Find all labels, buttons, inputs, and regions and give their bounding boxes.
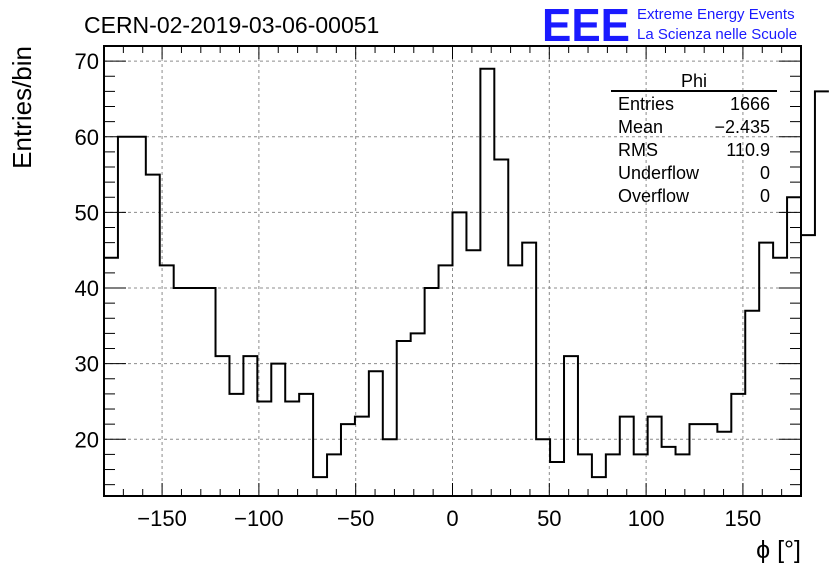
x-tick-label: −50: [337, 506, 374, 531]
histogram-bin: [271, 364, 285, 496]
histogram-bin: [745, 311, 759, 496]
histogram-bin: [327, 454, 341, 496]
histogram-bin: [313, 477, 327, 496]
stats-box-title: Phi: [681, 71, 707, 91]
histogram-bin: [118, 137, 132, 496]
y-tick-label: 60: [75, 125, 99, 150]
x-tick-label: −100: [234, 506, 284, 531]
y-tick-label: 30: [75, 352, 99, 377]
eee-logo: EEE Extreme Energy Events La Scienza nel…: [542, 0, 797, 51]
stats-label-mean: Mean: [618, 117, 663, 137]
stats-label-rms: RMS: [618, 140, 658, 160]
histogram-bin: [648, 417, 662, 496]
histogram-bin: [787, 197, 801, 496]
histogram-bin: [550, 462, 564, 496]
histogram-bin: [285, 401, 299, 496]
histogram-outline: [104, 67, 829, 479]
histogram-bin: [146, 175, 160, 496]
histogram-bin: [425, 288, 439, 496]
histogram-bin: [662, 447, 676, 496]
histogram-bin: [216, 356, 230, 496]
histogram-bin: [592, 477, 606, 496]
stats-value-rms: 110.9: [726, 140, 770, 160]
y-tick-labels: 20 30 40 50 60 70: [75, 49, 99, 452]
histogram-bin: [383, 439, 397, 496]
y-tick-label: 40: [75, 276, 99, 301]
histogram-bin: [494, 159, 508, 496]
histogram-bin: [522, 243, 536, 496]
histogram-bins: [104, 67, 829, 496]
histogram-bin: [369, 371, 383, 496]
histogram-bin: [480, 69, 494, 496]
histogram-bin: [536, 439, 550, 496]
histogram-bin: [717, 432, 731, 496]
logo-line-2: La Scienza nelle Scuole: [637, 26, 797, 43]
stats-row: Entries 1666: [618, 94, 770, 114]
logo-line-1: Extreme Energy Events: [637, 6, 795, 23]
histogram-bin: [606, 454, 620, 496]
histogram-bin: [453, 212, 467, 496]
histogram-bin: [202, 288, 216, 496]
stats-label-entries: Entries: [618, 94, 674, 114]
histogram-bin: [773, 258, 787, 496]
plot-frame: [103, 45, 802, 497]
histogram-bin: [508, 265, 522, 496]
histogram-bin: [188, 288, 202, 496]
x-tick-label: −150: [137, 506, 187, 531]
x-tick-labels: −150 −100 −50 0 50 100 150: [137, 506, 761, 531]
histogram-bin: [466, 250, 480, 496]
stats-row: RMS 110.9: [618, 140, 770, 160]
histogram-bin: [411, 333, 425, 496]
histogram-bin: [341, 424, 355, 496]
histogram-bin: [634, 454, 648, 496]
histogram-bin: [731, 394, 745, 496]
histogram-bin: [355, 417, 369, 496]
histogram-bin: [229, 394, 243, 496]
stats-row: Mean −2.435: [618, 117, 770, 137]
x-tick-label: 150: [725, 506, 762, 531]
histogram-bin: [439, 265, 453, 496]
stats-value-overflow: 0: [760, 186, 770, 206]
histogram-bin: [676, 454, 690, 496]
x-tick-label: 0: [446, 506, 458, 531]
eee-logo-mark: EEE: [542, 0, 630, 51]
histogram-bin: [397, 341, 411, 496]
x-axis-label: ϕ [°]: [756, 536, 801, 564]
histogram-bin: [578, 454, 592, 496]
histogram-bin: [299, 394, 313, 496]
histogram-bin: [160, 265, 174, 496]
histogram-bin: [759, 243, 773, 496]
stats-value-underflow: 0: [760, 163, 770, 183]
y-tick-label: 20: [75, 427, 99, 452]
histogram-bin: [620, 417, 634, 496]
y-tick-label: 70: [75, 49, 99, 74]
stats-value-entries: 1666: [730, 94, 770, 114]
y-tick-label: 50: [75, 200, 99, 225]
histogram-bin: [257, 401, 271, 496]
grid-lines: [104, 46, 801, 496]
stats-label-underflow: Underflow: [618, 163, 700, 183]
stats-label-overflow: Overflow: [618, 186, 690, 206]
histogram-bin: [815, 91, 829, 496]
histogram-bin: [104, 258, 118, 496]
histogram-bin: [243, 356, 257, 496]
x-tick-label: 100: [628, 506, 665, 531]
histogram-bin: [564, 356, 578, 496]
stats-box: Phi Entries 1666 Mean −2.435 RMS 110.9 U…: [611, 71, 777, 206]
histogram-bin: [703, 424, 717, 496]
x-tick-label: 50: [537, 506, 561, 531]
stats-row: Underflow 0: [618, 163, 770, 183]
stats-value-mean: −2.435: [714, 117, 770, 137]
histogram-bin: [689, 424, 703, 496]
stats-row: Overflow 0: [618, 186, 770, 206]
histogram-bin: [801, 235, 815, 496]
histogram-bin: [174, 288, 188, 496]
histogram-bin: [132, 137, 146, 496]
y-axis-label: Entries/bin: [7, 46, 37, 169]
chart-title: CERN-02-2019-03-06-00051: [84, 12, 379, 38]
